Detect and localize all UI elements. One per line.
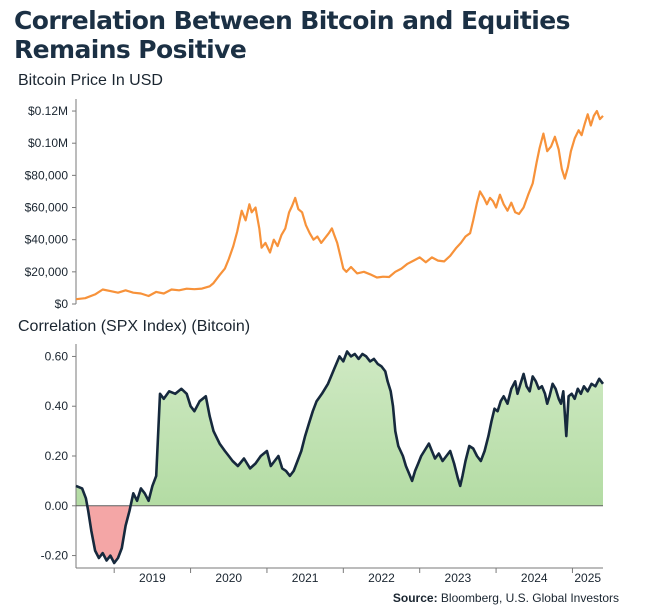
source-label: Source: <box>392 591 438 605</box>
correlation-y-tick-label: 0.60 <box>45 349 69 363</box>
price-y-tick-label: $0 <box>55 297 69 311</box>
chart-title-line-1: Correlation Between Bitcoin and Equities <box>14 6 570 35</box>
correlation-y-tick-label: 0.40 <box>45 399 69 413</box>
correlation-x-tick-label: 2025 <box>574 571 601 585</box>
correlation-x-tick-label: 2023 <box>445 571 472 585</box>
correlation-x-tick-label: 2020 <box>215 571 242 585</box>
correlation-x-tick-label: 2019 <box>139 571 166 585</box>
price-y-tick-label: $0.10M <box>28 136 68 150</box>
price-chart: $0 $20,000 $40,000 $60,000 $80,000 $0.10M $0.1… <box>25 99 604 311</box>
source-text: Bloomberg, U.S. Global Investors <box>440 591 619 605</box>
correlation-x-tick-label: 2021 <box>292 571 319 585</box>
price-panel-title: Bitcoin Price In USD <box>18 72 163 89</box>
price-y-tick-label: $40,000 <box>25 233 69 247</box>
correlation-x-tick-label: 2024 <box>521 571 548 585</box>
price-y-tick-label: $60,000 <box>25 201 69 215</box>
correlation-panel-title: Correlation (SPX Index) (Bitcoin) <box>18 318 251 335</box>
correlation-y-tick-label: 0.00 <box>45 499 69 513</box>
price-y-tick-label: $80,000 <box>25 168 69 182</box>
correlation-y-tick-label: 0.20 <box>45 449 69 463</box>
chart-title: Correlation Between Bitcoin and Equities… <box>14 6 644 64</box>
source-note: Source: Bloomberg, U.S. Global Investors <box>393 591 619 605</box>
chart-title-line-2: Remains Positive <box>14 35 247 64</box>
bitcoin-price-line <box>75 109 604 301</box>
correlation-y-tick-label: -0.20 <box>41 549 69 563</box>
correlation-x-tick-label: 2022 <box>368 571 395 585</box>
correlation-chart: -0.20 0.00 0.20 0.40 0.60 2019 2020 2021 2022 202… <box>41 344 605 585</box>
positive-correlation-area <box>76 351 603 506</box>
correlation-line <box>75 350 605 565</box>
price-y-tick-label: $20,000 <box>25 265 69 279</box>
price-y-tick-label: $0.12M <box>28 104 68 118</box>
